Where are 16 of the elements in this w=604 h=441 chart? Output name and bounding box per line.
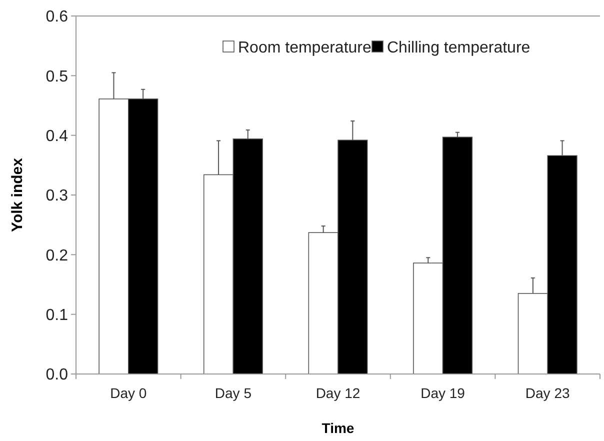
y-tick-label: 0.2 <box>46 247 68 264</box>
y-axis-title: Yolk index <box>9 157 26 232</box>
x-tick-label: Day 19 <box>420 385 466 401</box>
y-tick-label: 0.0 <box>46 366 68 384</box>
y-tick-label: 0.6 <box>46 8 68 26</box>
x-tick-label: Day 12 <box>316 385 360 401</box>
x-tick-label: Day 5 <box>214 385 252 401</box>
x-tick-label: Day 0 <box>110 385 147 401</box>
y-tick-label: 0.1 <box>46 306 68 324</box>
legend-label: Room temperature <box>238 40 372 57</box>
y-tick-label: 0.4 <box>46 128 68 145</box>
legend-label: Chilling temperature <box>387 40 530 57</box>
y-tick-label: 0.5 <box>46 68 68 86</box>
x-axis-title: Time <box>322 420 354 436</box>
x-tick-label: Day 23 <box>525 385 570 401</box>
y-tick-label: 0.3 <box>46 188 68 205</box>
